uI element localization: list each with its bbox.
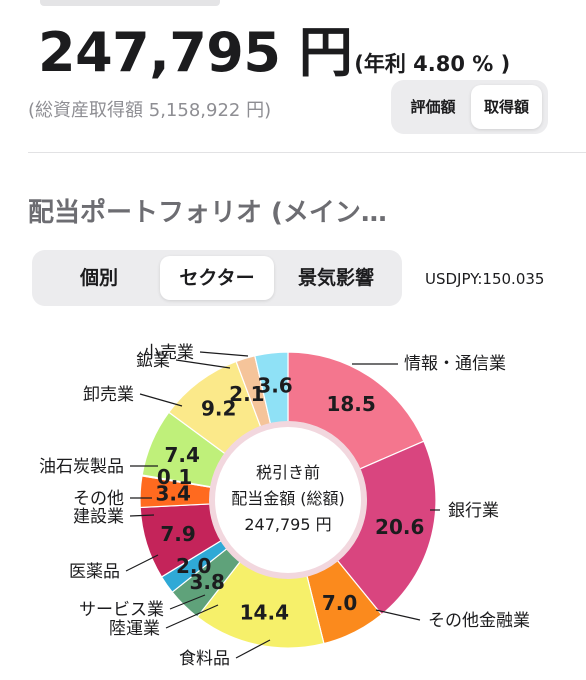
value-label-slice-4: 14.4 <box>240 601 289 625</box>
leader-line-slice-13 <box>199 351 249 357</box>
category-label-slice-12: 鉱業 <box>136 351 170 371</box>
center-text-line-1: 税引き前 <box>256 463 320 482</box>
value-label-slice-9: 0.1 <box>157 465 192 489</box>
value-label-slice-2: 20.6 <box>375 515 424 539</box>
leader-line-slice-8 <box>129 514 155 517</box>
donut-hole <box>209 421 367 579</box>
value-label-slice-3: 7.0 <box>322 591 357 615</box>
category-label-slice-11: 卸売業 <box>83 385 134 405</box>
category-label-slice-13: 小売業 <box>143 343 194 363</box>
acquisition-total: (総資産取得額 5,158,922 円) <box>28 100 272 121</box>
category-label-slice-10: 油石炭製品 <box>39 457 124 477</box>
sector-donut-chart: 18.5 20.6 7.0 14.4 3.82.0 7.9 3.40.17.49.22.13… <box>39 343 530 669</box>
value-label-slice-10: 7.4 <box>164 443 199 467</box>
tab-economic-impact[interactable]: 景気影響 <box>297 267 374 289</box>
leader-line-slice-4 <box>235 639 271 659</box>
value-label-slice-1: 18.5 <box>326 392 375 416</box>
value-label-slice-6: 2.0 <box>176 554 211 578</box>
category-label-slice-5: 陸運業 <box>109 619 160 639</box>
category-label-slice-4: 食料品 <box>179 649 230 669</box>
toggle-acquisition-cost[interactable]: 取得額 <box>471 85 542 129</box>
value-label-slice-7: 7.9 <box>160 522 195 546</box>
leader-line-slice-12 <box>175 359 231 369</box>
value-label-slice-5: 3.8 <box>189 570 224 594</box>
category-label-slice-3: その他金融業 <box>428 611 530 631</box>
valuation-toggle: 評価額 取得額 <box>391 80 548 134</box>
leader-line-slice-5 <box>165 604 219 629</box>
category-label-slice-7: 医薬品 <box>69 562 120 582</box>
section-title: 配当ポートフォリオ (メイン… <box>28 198 387 228</box>
previous-card-edge <box>40 0 220 6</box>
category-label-slice-6: サービス業 <box>79 600 164 620</box>
category-label-slice-2: 銀行業 <box>448 501 499 521</box>
leader-line-slice-6 <box>169 594 206 610</box>
value-label-slice-11: 9.2 <box>201 396 236 420</box>
divider <box>28 152 586 153</box>
center-text-line-2: 配当金額 (総額) <box>231 489 345 508</box>
category-label-slice-1: 情報・通信業 <box>404 354 506 374</box>
leader-line-slice-3 <box>375 609 421 621</box>
leader-line-slice-11 <box>139 393 183 407</box>
dividend-headline: 247,795 円(年利 4.80 % ) <box>38 8 510 87</box>
tab-sector[interactable]: セクター <box>160 256 274 300</box>
annual-yield: (年利 4.80 % ) <box>354 52 511 76</box>
category-label-slice-8: 建設業 <box>73 507 124 527</box>
grouping-tabs: 個別 セクター 景気影響 <box>32 250 402 306</box>
category-label-slice-9: その他 <box>73 489 124 509</box>
center-text-line-3: 247,795 円 <box>244 515 331 534</box>
value-label-slice-13: 3.6 <box>257 374 292 398</box>
value-label-slice-8: 3.4 <box>155 482 190 506</box>
value-label-slice-12: 2.1 <box>229 382 264 406</box>
tab-individual[interactable]: 個別 <box>79 267 118 289</box>
leader-line-slice-7 <box>125 554 159 572</box>
fx-rate: USDJPY:150.035 <box>425 270 545 288</box>
dividend-amount: 247,795 円 <box>38 21 353 84</box>
toggle-market-value[interactable]: 評価額 <box>410 98 456 116</box>
